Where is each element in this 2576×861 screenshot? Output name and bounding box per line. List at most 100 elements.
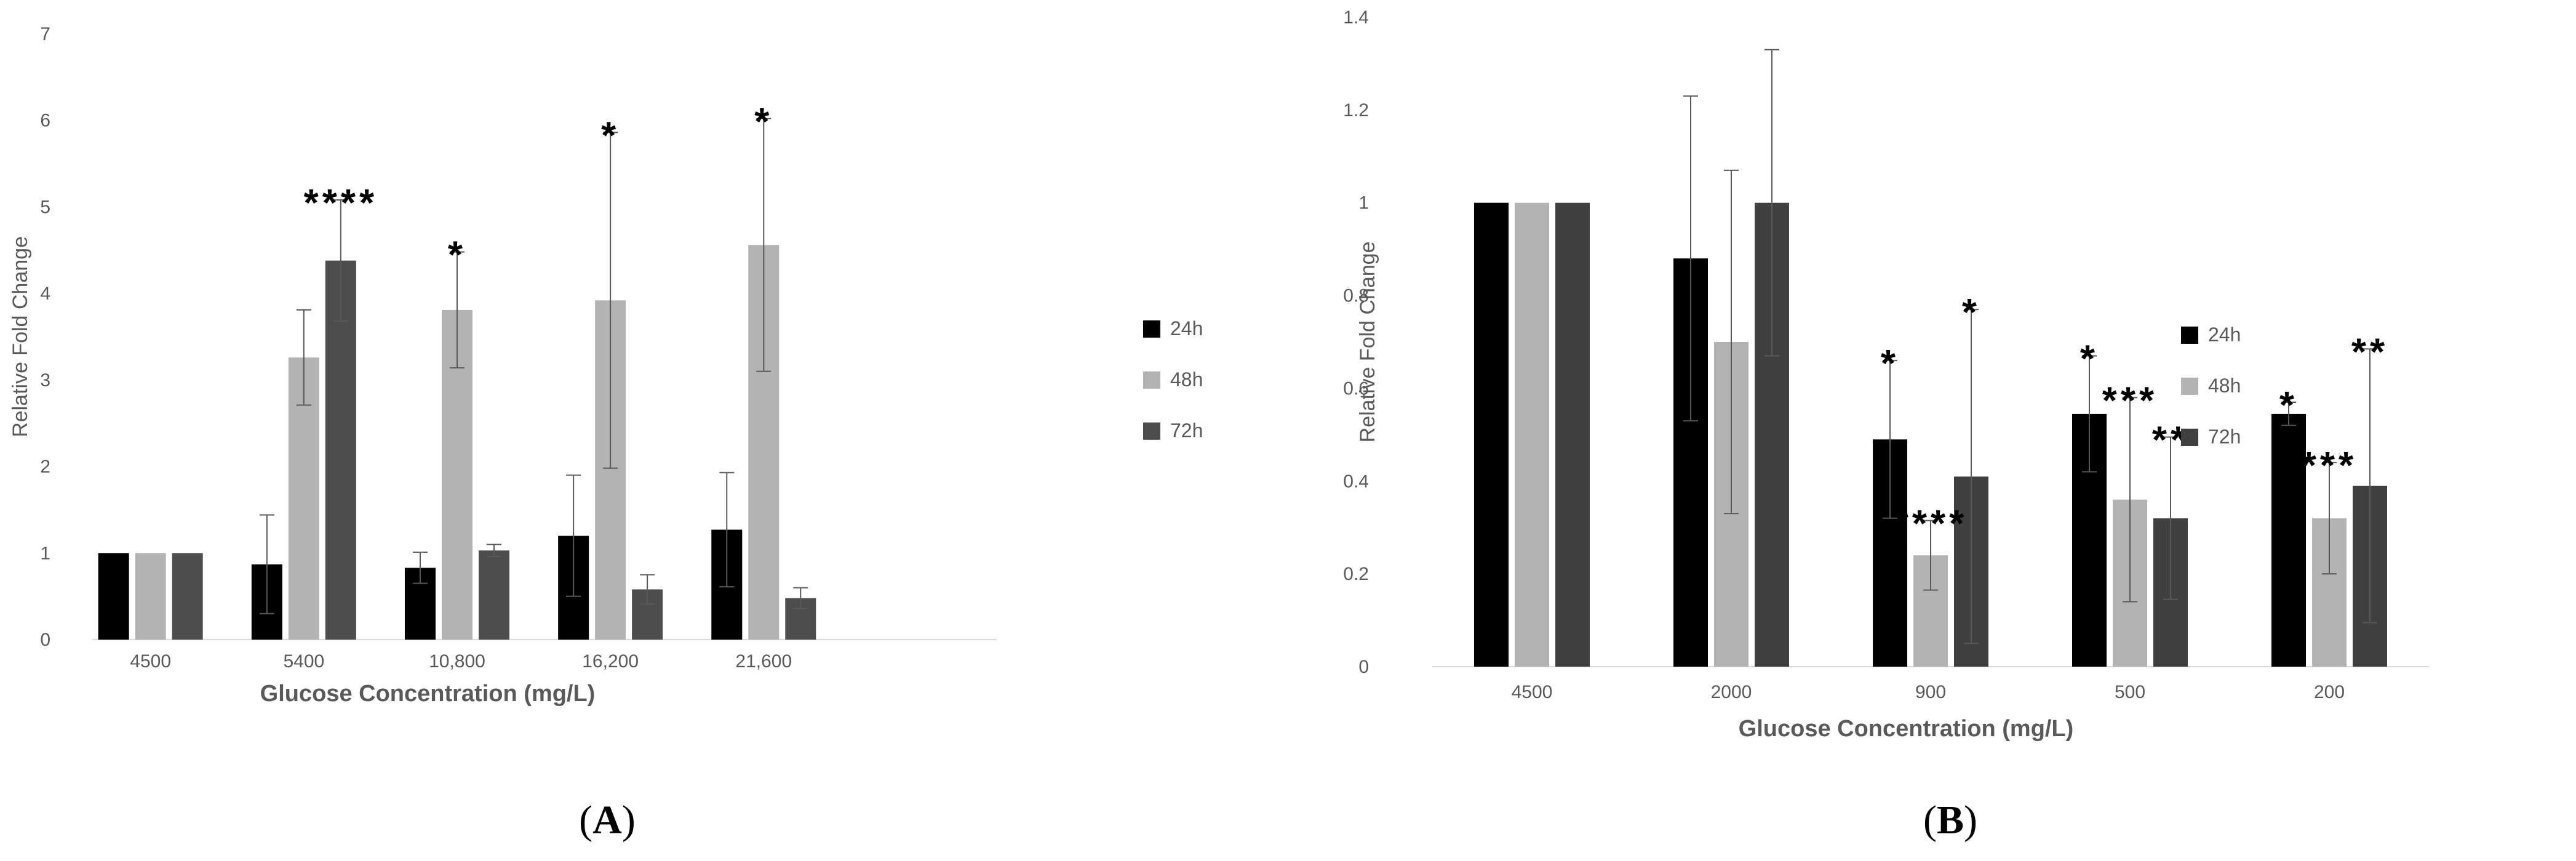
panel-b-x-tick-label: 900 [1915,682,1946,702]
panel-a-y-axis-label: Relative Fold Change [9,236,32,437]
panel-b-significance-24h: * [2279,384,2298,427]
panel-a-x-tick-label: 21,600 [735,651,792,672]
panel-b-significance-marks: ****************** [1881,292,2388,545]
panel-b-significance-72h: ** [2152,419,2189,462]
panel-b-error-bar-72h [2163,436,2178,600]
panel-a-legend-swatch-48h [1143,371,1160,389]
panel-b-y-ticks: 0 0.2 0.4 0.6 0.8 1 1.2 1.4 [1343,7,1369,677]
panel-b-y-axis-label: Relative Fold Change [1356,242,1379,443]
panel-b-significance-72h: ** [2351,331,2388,373]
panel-b-error-bar-72h [2363,348,2377,624]
panel-a-error-bar-72h [486,544,501,557]
panel-b-error-bar-24h [2281,402,2296,426]
panel-a-y-tick-label: 5 [40,197,50,217]
panel-b-error-bar-24h [1683,95,1698,422]
panel-b-y-tick-label: 1 [1358,193,1369,213]
panel-a-bar-48h [135,553,166,640]
panel-b-significance-48h: **** [1894,502,1968,545]
panel-a-panel-label-open: ( [579,798,592,843]
panel-a-significance-48h: * [601,114,620,157]
panel-b-x-ticks: 4500 2000 900 500 200 [1512,682,2345,702]
panel-a-y-tick-label: 3 [40,370,50,391]
panel-a-error-bar-24h [719,472,735,588]
panel-b-significance-48h: *** [2302,445,2357,487]
panel-a-bar-72h [172,553,203,640]
panel-a-error-bar-48h [296,309,311,406]
panel-b-error-bar-24h [2082,355,2097,473]
panel-a-error-bar-48h [449,251,465,369]
panel-a-bar-72h [478,550,509,640]
panel-b-y-tick-label: 0 [1358,657,1369,677]
panel-a-bar-24h [98,553,129,640]
panel-b-y-tick-label: 0.4 [1343,471,1369,491]
panel-a-error-bar-24h [566,474,581,597]
panel-b-legend-label-72h: 72h [2208,426,2241,448]
panel-b-error-bar-72h [1765,49,1779,357]
panel-a-x-tick-label: 5400 [283,651,324,672]
panel-a-error-bar-24h [259,514,274,614]
panel-b-chart: 0 0.2 0.4 0.6 0.8 1 1.2 1.4 Relative Fold Change… [1343,7,2429,843]
panel-a-legend-swatch-24h [1143,320,1160,338]
panel-a-y-ticks: 0 1 2 3 4 5 6 7 [40,24,50,650]
panel-a-x-tick-label: 16,200 [582,651,639,672]
panel-a-x-tick-label: 4500 [130,651,171,672]
panel-b-legend: 24h 48h 72h [2181,323,2241,448]
panel-a-bar-72h [325,260,356,640]
panel-b-bars [1474,202,2387,667]
panel-b-y-tick-label: 0.2 [1343,564,1369,584]
panel-a-significance-marks: ****** * [304,101,770,277]
panel-a-bars [98,245,816,640]
panel-b-x-axis-label: Glucose Concentration (mg/L) [1739,716,2074,742]
panel-b-x-tick-label: 200 [2314,682,2345,702]
panel-a-y-tick-label: 4 [40,284,50,304]
panel-b-y-tick-label: 1.4 [1343,7,1369,28]
panel-b-y-tick-label: 0.8 [1343,286,1369,306]
panel-b-panel-label-open: ( [1923,798,1937,843]
panel-b-legend-label-24h: 24h [2208,323,2241,346]
panel-a-legend-label-48h: 48h [1170,368,1203,391]
panel-b-bar-48h [1515,202,1549,667]
panel-b-legend-label-48h: 48h [2208,375,2241,397]
panel-b-panel-label: (B) [1923,798,1977,843]
panel-a-error-bar-24h [412,551,428,584]
panel-b-error-bar-48h [2322,462,2337,575]
panel-b-error-bars [1683,49,2377,645]
panel-b-error-bar-48h [1724,169,1739,515]
panel-a-x-ticks: 4500 5400 10,800 16,200 21,600 [130,651,792,672]
panel-b-significance-48h: *** [2102,380,2158,423]
panel-a-y-tick-label: 2 [40,457,50,477]
panel-a-error-bar-48h [756,117,772,372]
panel-b-error-bar-48h [2123,397,2137,603]
panel-a-significance-72h: **** [304,182,378,224]
panel-a-legend-label-72h: 72h [1170,419,1203,442]
panel-b-bar-72h [1555,202,1590,667]
panel-a-significance-48h: * [448,234,466,277]
panel-a-panel-label-letter: A [592,798,622,843]
panel-a-x-axis-label: Glucose Concentration (mg/L) [260,681,596,707]
panel-b-significance-72h: * [1962,292,1980,334]
panel-a-legend-swatch-72h [1143,423,1160,440]
panel-a-error-bar-48h [603,132,618,469]
panel-b-error-bar-72h [1964,309,1979,645]
panel-b-legend-swatch-72h [2181,429,2198,446]
panel-a-y-tick-label: 1 [40,543,50,563]
panel-b-y-tick-label: 1.2 [1343,100,1369,121]
panel-b-significance-24h: * [2080,338,2099,381]
panel-b-significance-24h: * [1881,343,1899,385]
panel-a-y-tick-label: 6 [40,111,50,131]
panel-b-bar-24h [2271,413,2306,667]
panel-b-legend-swatch-48h [2181,378,2198,395]
panel-a-error-bar-72h [333,199,348,322]
panel-a-error-bars [259,117,808,614]
panel-a-x-tick-label: 10,800 [429,651,485,672]
panel-a-y-tick-label: 0 [40,630,50,650]
panel-a-legend: 24h 48h 72h [1143,317,1203,442]
panel-b-panel-label-close: ) [1964,798,1977,843]
panel-a-panel-label-close: ) [622,798,636,843]
panel-a-y-tick-label: 7 [40,24,50,44]
panel-b-x-tick-label: 4500 [1512,682,1553,702]
panel-b-panel-label-letter: B [1937,798,1964,843]
panel-a-error-bar-72h [640,574,655,605]
